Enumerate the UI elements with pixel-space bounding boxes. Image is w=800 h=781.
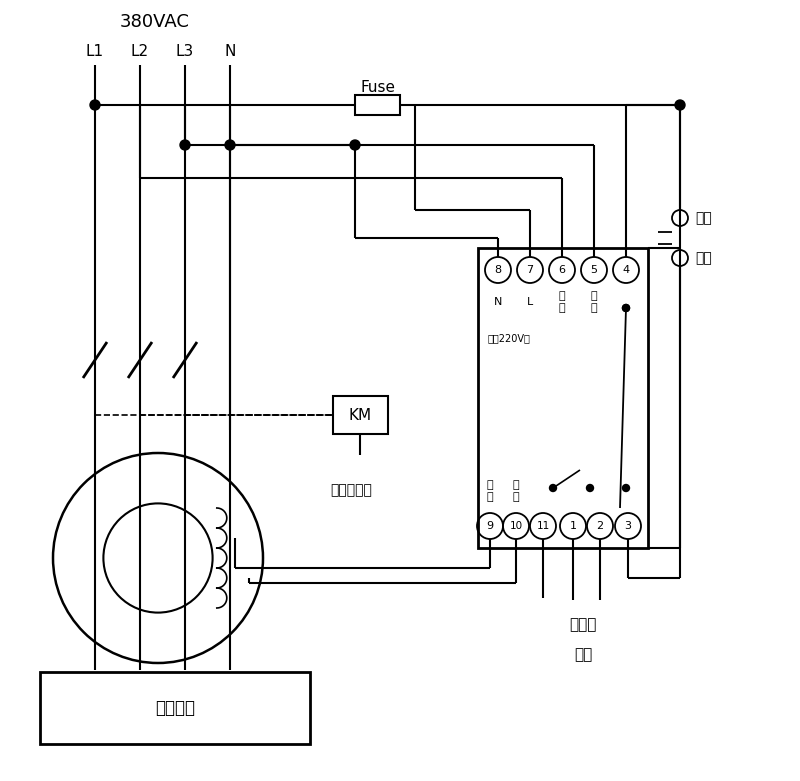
Text: 7: 7 xyxy=(526,265,534,275)
Text: L2: L2 xyxy=(131,45,149,59)
Text: N: N xyxy=(224,45,236,59)
Text: 试
验: 试 验 xyxy=(590,291,598,313)
Circle shape xyxy=(550,484,557,491)
Circle shape xyxy=(622,305,630,312)
FancyBboxPatch shape xyxy=(478,248,648,548)
Text: 10: 10 xyxy=(510,521,522,531)
Circle shape xyxy=(350,140,360,150)
Circle shape xyxy=(622,484,630,491)
Circle shape xyxy=(90,100,100,110)
Text: 3: 3 xyxy=(625,521,631,531)
Text: 自锁: 自锁 xyxy=(695,211,712,225)
Text: 5: 5 xyxy=(590,265,598,275)
Text: 4: 4 xyxy=(622,265,630,275)
Text: L: L xyxy=(527,297,533,307)
FancyBboxPatch shape xyxy=(333,396,387,434)
Text: 试
验: 试 验 xyxy=(558,291,566,313)
Circle shape xyxy=(586,484,594,491)
Circle shape xyxy=(103,504,213,612)
Circle shape xyxy=(225,140,235,150)
Text: 9: 9 xyxy=(486,521,494,531)
Circle shape xyxy=(180,140,190,150)
Text: 报警: 报警 xyxy=(574,647,592,662)
FancyBboxPatch shape xyxy=(355,95,400,115)
FancyBboxPatch shape xyxy=(40,672,310,744)
Text: 11: 11 xyxy=(536,521,550,531)
Circle shape xyxy=(622,305,630,312)
Text: 电源220V～: 电源220V～ xyxy=(488,333,531,343)
Text: 零序互感器: 零序互感器 xyxy=(330,483,372,497)
Circle shape xyxy=(53,453,263,663)
Text: 8: 8 xyxy=(494,265,502,275)
Text: 2: 2 xyxy=(597,521,603,531)
Text: 接声光: 接声光 xyxy=(570,618,597,633)
Text: 用户设备: 用户设备 xyxy=(155,699,195,717)
Text: 开关: 开关 xyxy=(695,251,712,265)
Text: L3: L3 xyxy=(176,45,194,59)
Text: 6: 6 xyxy=(558,265,566,275)
Text: 380VAC: 380VAC xyxy=(120,13,190,31)
Text: N: N xyxy=(494,297,502,307)
Text: L1: L1 xyxy=(86,45,104,59)
Circle shape xyxy=(675,100,685,110)
Text: Fuse: Fuse xyxy=(360,80,395,95)
Text: 1: 1 xyxy=(570,521,577,531)
Text: 信
号: 信 号 xyxy=(486,480,494,502)
Text: KM: KM xyxy=(349,408,371,423)
Text: 信
号: 信 号 xyxy=(513,480,519,502)
